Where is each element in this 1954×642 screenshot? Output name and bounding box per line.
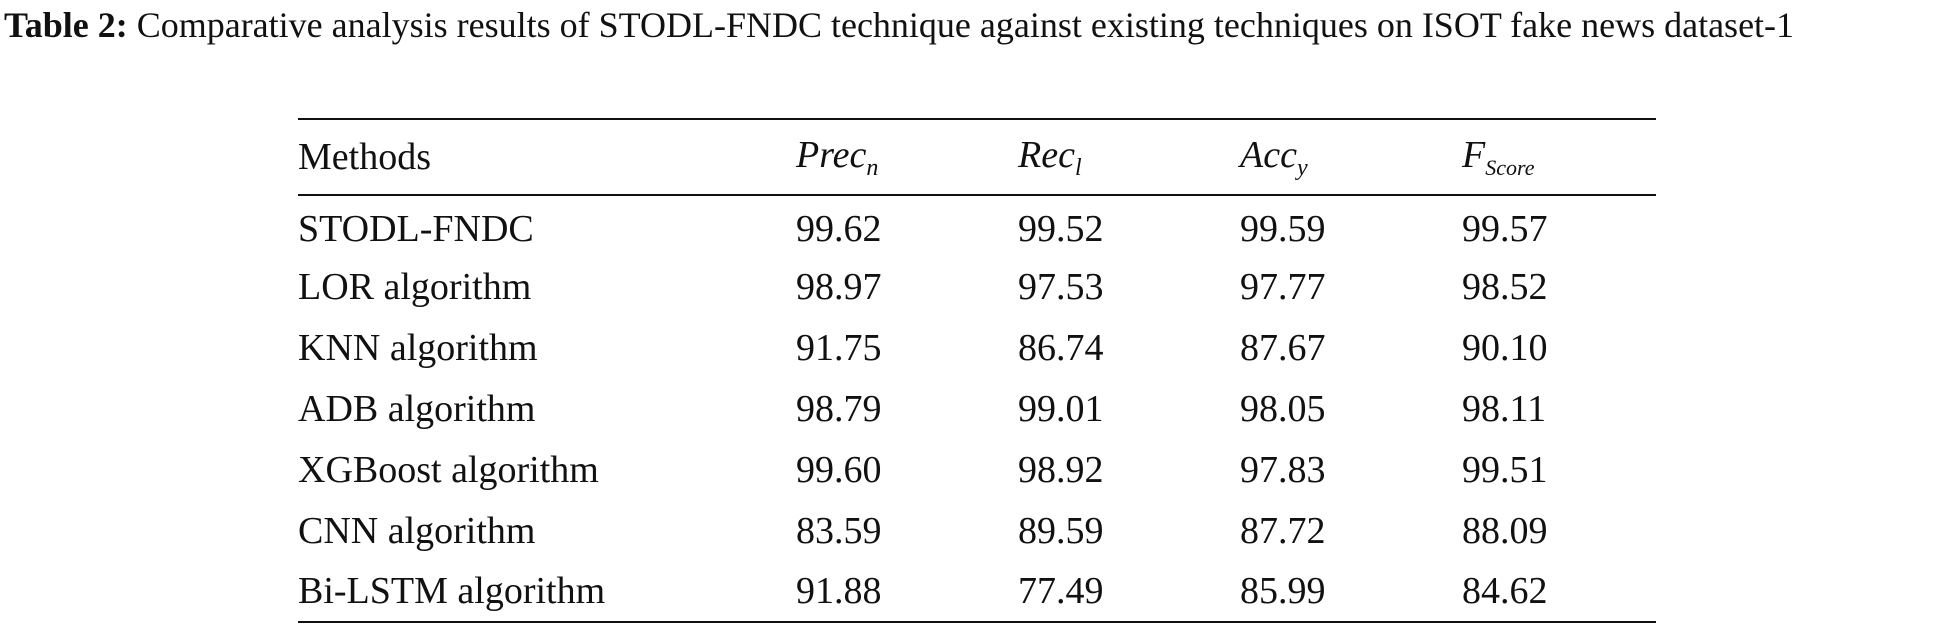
header-recall-sub: l	[1074, 154, 1082, 181]
cell-method: LOR algorithm	[298, 265, 532, 308]
table-header: Methods Precn Recl Accy FScore	[298, 119, 1656, 195]
table-row: Bi-LSTM algorithm 91.88 77.49 85.99 84.6…	[298, 561, 1656, 622]
header-accuracy-main: Acc	[1240, 133, 1297, 176]
cell-fscore: 84.62	[1462, 570, 1548, 612]
header-accuracy: Accy	[1240, 119, 1462, 195]
cell-recall: 99.01	[1018, 387, 1104, 430]
cell-accuracy: 98.05	[1240, 387, 1326, 430]
header-recall: Recl	[1018, 119, 1240, 195]
cell-precision: 98.97	[796, 265, 882, 308]
table-row: ADB algorithm 98.79 99.01 98.05 98.11	[298, 378, 1656, 439]
cell-method: CNN algorithm	[298, 509, 536, 552]
cell-method: XGBoost algorithm	[298, 448, 599, 491]
cell-recall: 98.92	[1018, 448, 1104, 491]
cell-precision: 91.75	[796, 326, 882, 369]
cell-fscore: 98.52	[1462, 265, 1548, 308]
header-row: Methods Precn Recl Accy FScore	[298, 119, 1656, 195]
header-precision-main: Prec	[796, 133, 867, 176]
cell-fscore: 98.11	[1462, 387, 1547, 430]
header-precision: Precn	[796, 119, 1018, 195]
cell-recall: 97.53	[1018, 265, 1104, 308]
cell-precision: 99.62	[796, 208, 882, 250]
header-recall-main: Rec	[1018, 133, 1075, 176]
table-row: LOR algorithm 98.97 97.53 97.77 98.52	[298, 256, 1656, 317]
table-caption: Table 2: Comparative analysis results of…	[4, 2, 1950, 48]
table-body: STODL-FNDC 99.62 99.52 99.59 99.57 LOR a…	[298, 195, 1656, 622]
cell-precision: 98.79	[796, 387, 882, 430]
cell-fscore: 90.10	[1462, 326, 1548, 369]
caption-text: Comparative analysis results of STODL-FN…	[136, 5, 1795, 45]
cell-fscore: 88.09	[1462, 509, 1548, 552]
cell-precision: 83.59	[796, 509, 882, 552]
cell-precision: 91.88	[796, 570, 882, 612]
cell-fscore: 99.57	[1462, 208, 1548, 250]
cell-method: Bi-LSTM algorithm	[298, 570, 606, 612]
cell-accuracy: 97.77	[1240, 265, 1326, 308]
cell-recall: 99.52	[1018, 208, 1104, 250]
cell-method: KNN algorithm	[298, 326, 538, 369]
table-row: STODL-FNDC 99.62 99.52 99.59 99.57	[298, 195, 1656, 256]
cell-recall: 89.59	[1018, 509, 1104, 552]
cell-accuracy: 87.72	[1240, 509, 1326, 552]
header-fscore: FScore	[1462, 119, 1656, 195]
cell-method: ADB algorithm	[298, 387, 536, 430]
header-fscore-main: F	[1462, 134, 1486, 176]
cell-accuracy: 85.99	[1240, 570, 1326, 612]
table-row: CNN algorithm 83.59 89.59 87.72 88.09	[298, 500, 1656, 561]
caption-label: Table 2:	[4, 5, 128, 45]
header-fscore-sub: Score	[1485, 155, 1535, 180]
cell-method: STODL-FNDC	[298, 208, 534, 250]
cell-accuracy: 97.83	[1240, 448, 1326, 491]
cell-precision: 99.60	[796, 448, 882, 491]
cell-accuracy: 99.59	[1240, 208, 1326, 250]
header-precision-sub: n	[866, 154, 879, 181]
results-table: Methods Precn Recl Accy FScore STODL-FND…	[298, 118, 1656, 623]
header-accuracy-sub: y	[1296, 154, 1308, 181]
cell-fscore: 99.51	[1462, 448, 1548, 491]
cell-accuracy: 87.67	[1240, 326, 1326, 369]
cell-recall: 86.74	[1018, 326, 1104, 369]
cell-recall: 77.49	[1018, 570, 1104, 612]
results-table-container: Methods Precn Recl Accy FScore STODL-FND…	[298, 118, 1656, 623]
table-row: KNN algorithm 91.75 86.74 87.67 90.10	[298, 317, 1656, 378]
header-methods: Methods	[298, 136, 431, 178]
table-row: XGBoost algorithm 99.60 98.92 97.83 99.5…	[298, 439, 1656, 500]
